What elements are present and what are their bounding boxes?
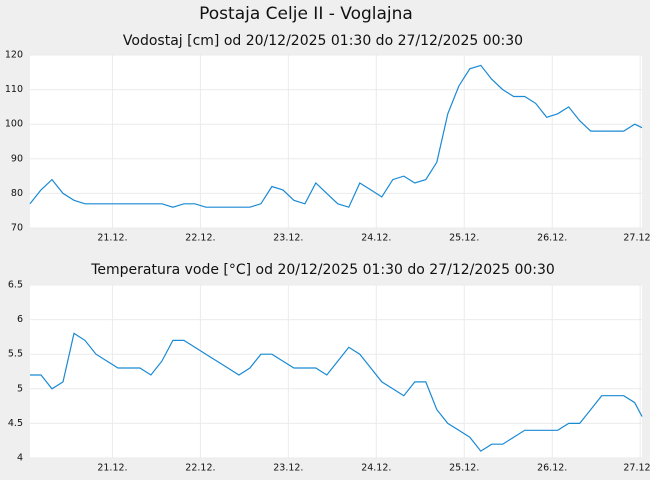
chart-subtitle: Temperatura vode [°C] od 20/12/2025 01:3… <box>90 262 555 278</box>
plot-area <box>30 285 642 458</box>
x-tick-label: 21.12. <box>97 233 127 244</box>
page-title: Postaja Celje II - Voglajna <box>199 4 413 24</box>
y-tick-label: 110 <box>5 84 23 95</box>
y-tick-label: 4 <box>17 453 23 464</box>
y-tick-label: 6 <box>17 314 23 325</box>
x-tick-label: 22.12. <box>185 463 215 474</box>
y-tick-label: 4.5 <box>8 418 23 429</box>
x-tick-label: 27.12 <box>623 233 650 244</box>
x-tick-label: 24.12. <box>361 463 391 474</box>
x-tick-label: 24.12. <box>361 233 391 244</box>
y-tick-label: 80 <box>11 188 23 199</box>
data-line <box>30 332 643 452</box>
y-tick-label: 70 <box>11 223 23 234</box>
x-tick-label: 25.12. <box>449 463 479 474</box>
x-tick-label: 23.12. <box>273 463 303 474</box>
y-tick-label: 100 <box>5 119 23 130</box>
y-tick-label: 5 <box>17 383 23 394</box>
y-tick-label: 5.5 <box>8 349 23 360</box>
x-tick-label: 23.12. <box>273 233 303 244</box>
y-tick-label: 120 <box>5 50 23 61</box>
x-tick-label: 26.12. <box>537 233 567 244</box>
x-tick-label: 22.12. <box>185 233 215 244</box>
y-tick-label: 90 <box>11 153 23 164</box>
y-tick-label: 6.5 <box>8 280 23 291</box>
data-line <box>29 64 643 208</box>
chart-subtitle: Vodostaj [cm] od 20/12/2025 01:30 do 27/… <box>123 33 523 49</box>
x-tick-label: 26.12. <box>537 463 567 474</box>
x-tick-label: 27.12 <box>623 463 650 474</box>
x-tick-label: 21.12. <box>97 463 127 474</box>
x-tick-label: 25.12. <box>449 233 479 244</box>
plot-area <box>30 55 642 228</box>
